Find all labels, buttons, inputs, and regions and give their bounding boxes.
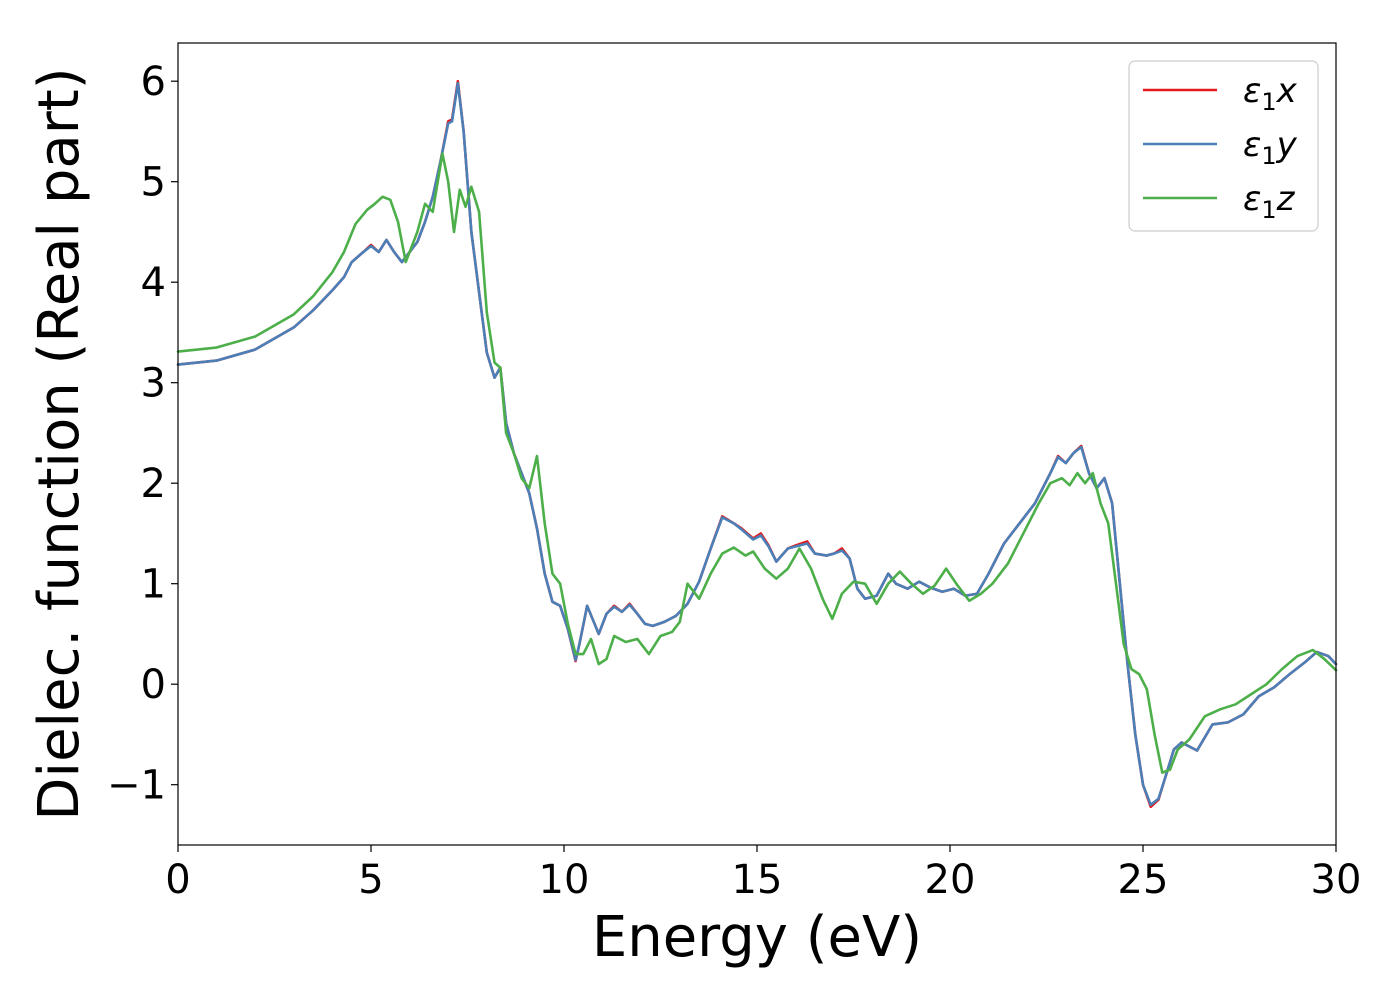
legend-label-suffix: z xyxy=(1276,179,1296,219)
x-tick-label: 25 xyxy=(1118,857,1169,903)
legend-label-y: ε1y xyxy=(1243,125,1298,170)
y-axis-ticks: −1 0 1 2 3 4 5 6 xyxy=(107,59,178,809)
legend-box xyxy=(1128,60,1319,232)
x-tick-label: 30 xyxy=(1311,857,1362,903)
legend-label-base: ε xyxy=(1243,125,1261,165)
y-tick-label: 6 xyxy=(141,59,166,105)
series-line-z xyxy=(176,152,1338,774)
y-tick-label: 0 xyxy=(141,662,166,708)
y-tick-label: 4 xyxy=(141,260,166,306)
x-tick-label: 5 xyxy=(358,857,383,903)
x-tick-label: 0 xyxy=(165,857,190,903)
series-line-y xyxy=(176,81,1338,807)
legend-label-x: ε1x xyxy=(1243,71,1298,116)
x-tick-label: 10 xyxy=(539,857,590,903)
x-tick-label: 15 xyxy=(732,857,783,903)
series-layer xyxy=(176,79,1338,809)
y-axis-label: Dielec. function (Real part) xyxy=(27,67,92,820)
x-tick-label: 20 xyxy=(925,857,976,903)
legend-label-subscript: 1 xyxy=(1261,88,1276,116)
legend-label-base: ε xyxy=(1243,71,1261,111)
legend-label-subscript: 1 xyxy=(1261,142,1276,170)
y-tick-label: 1 xyxy=(141,562,166,608)
y-tick-label: 5 xyxy=(141,160,166,206)
x-axis-ticks: 0 5 10 15 20 25 30 xyxy=(165,845,1361,903)
legend-label-subscript: 1 xyxy=(1261,196,1276,224)
legend-label-suffix: y xyxy=(1276,125,1298,165)
legend-label-base: ε xyxy=(1243,179,1261,219)
y-tick-label: 3 xyxy=(141,361,166,407)
legend-label-suffix: x xyxy=(1276,71,1298,111)
legend-label-z: ε1z xyxy=(1243,179,1296,224)
x-axis-label: Energy (eV) xyxy=(592,905,922,970)
y-tick-label: −1 xyxy=(107,763,166,809)
y-tick-label: 2 xyxy=(141,461,166,507)
